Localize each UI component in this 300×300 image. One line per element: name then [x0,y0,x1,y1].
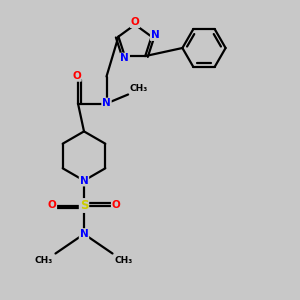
Text: N: N [102,98,111,109]
Text: N: N [151,30,160,40]
Text: CH₃: CH₃ [35,256,53,265]
Text: N: N [80,176,88,186]
Text: N: N [120,53,129,64]
Text: O: O [130,17,140,27]
Text: S: S [80,199,88,212]
Text: O: O [72,71,81,81]
Text: CH₃: CH₃ [115,256,133,265]
Text: CH₃: CH₃ [130,84,148,93]
Text: O: O [112,200,121,211]
Text: O: O [47,200,56,211]
Text: N: N [80,229,88,239]
